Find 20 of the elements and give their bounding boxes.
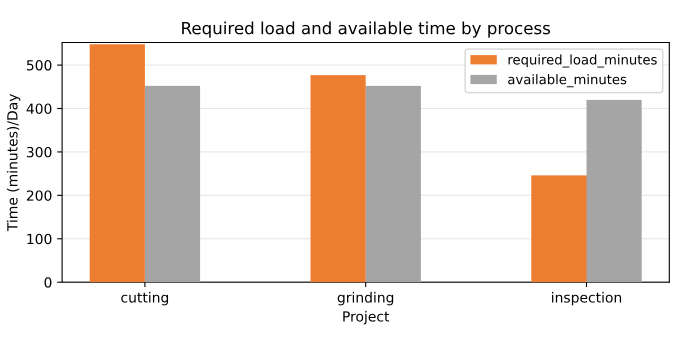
y-tick-label: 200 <box>26 190 52 201</box>
bar <box>531 175 586 282</box>
bar <box>366 86 421 282</box>
y-axis-title: Time (minutes)/Day <box>6 94 20 232</box>
bar <box>90 44 145 282</box>
chart-title: Required load and available time by process <box>182 22 550 38</box>
y-tick-label: 300 <box>26 146 52 158</box>
x-tick-label: grinding <box>338 292 394 306</box>
legend-label: required_load_minutes <box>508 54 657 68</box>
bar <box>144 86 200 282</box>
x-axis-title: Project <box>343 310 390 324</box>
bar <box>310 75 366 282</box>
y-tick-label: 400 <box>26 103 52 114</box>
x-tick-label: inspection <box>552 292 622 306</box>
legend-label: available_minutes <box>508 74 626 88</box>
y-tick-label: 0 <box>44 277 52 288</box>
y-tick-label: 500 <box>26 60 52 71</box>
bar <box>586 100 642 282</box>
x-tick-label: cutting <box>121 292 168 306</box>
y-tick-label: 100 <box>27 234 52 244</box>
